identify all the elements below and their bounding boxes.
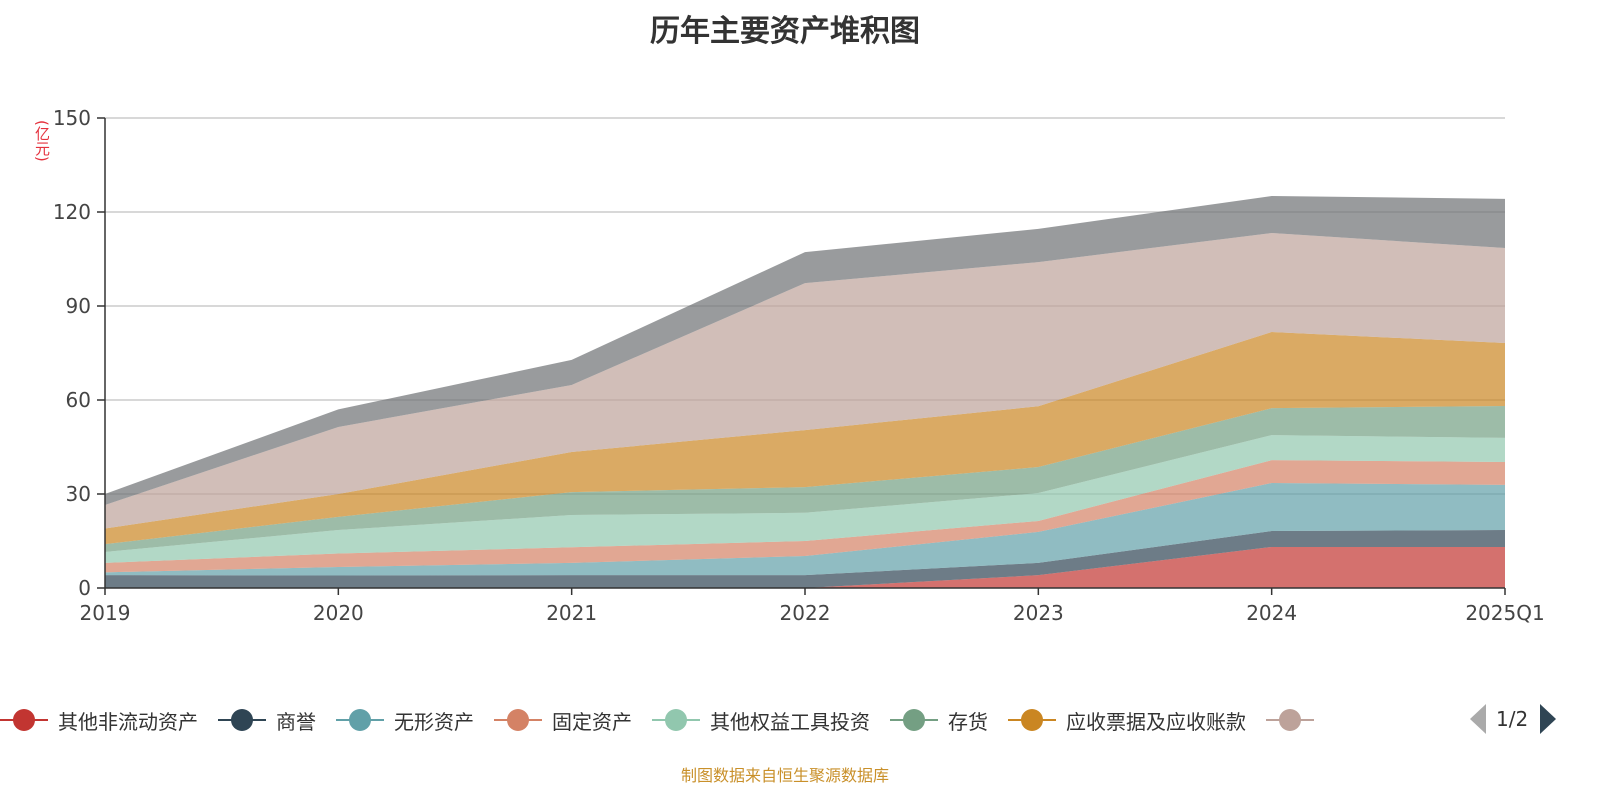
area-series-4 [105,460,1505,573]
area-series-2 [105,530,1505,588]
legend: 其他非流动资产 商誉 无形资产 固定资产 其他权益工具投资 存货 应收票据及应收账款 [0,705,1344,735]
x-tick-label: 2019 [80,601,131,625]
y-tick-label: 0 [78,576,91,600]
legend-label: 应收票据及应收账款 [1066,709,1246,734]
legend-marker-icon [652,708,700,732]
legend-marker-icon [1008,708,1056,732]
y-tick-label: 120 [53,200,91,224]
legend-marker-icon [890,708,938,732]
legend-pager: 1/2 [1470,704,1557,734]
legend-item[interactable]: 固定资产 [494,706,632,735]
area-series-6 [105,405,1505,552]
legend-label: 无形资产 [394,709,474,734]
legend-marker-icon [1266,708,1314,732]
area-series-5 [105,435,1505,563]
legend-page-indicator: 1/2 [1496,707,1529,731]
area-series-7 [105,332,1505,545]
legend-label: 其他非流动资产 [58,709,198,734]
x-tick-label: 2022 [780,601,831,625]
legend-item[interactable]: 应收票据及应收账款 [1008,706,1246,735]
legend-prev-page-icon[interactable] [1470,704,1486,734]
x-tick-label: 2021 [546,601,597,625]
x-tick-label: 2023 [1013,601,1064,625]
x-tick-label: 2020 [313,601,364,625]
data-source-note: 制图数据来自恒生聚源数据库 [680,766,889,785]
legend-item[interactable]: 其他非流动资产 [0,706,198,735]
legend-label: 存货 [948,709,988,734]
legend-marker-icon [218,708,266,732]
y-axis-unit-label: (亿元) [33,120,51,162]
legend-marker-icon [336,708,384,732]
area-series-9 [105,196,1505,505]
legend-next-page-icon[interactable] [1540,704,1557,734]
legend-marker-icon [494,708,542,732]
y-tick-label: 60 [66,388,91,412]
stacked-area-chart: 0 30 60 90 120 150 2019 2020 2021 2022 2023 2024 202… [53,106,1545,625]
legend-marker-icon [0,708,48,732]
legend-item[interactable] [1266,708,1324,732]
legend-item[interactable]: 无形资产 [336,706,474,735]
x-tick-label: 2024 [1246,601,1297,625]
area-series-3 [105,483,1505,576]
legend-label: 固定资产 [552,709,632,734]
area-series-8 [105,232,1505,529]
y-tick-label: 90 [66,294,91,318]
y-tick-label: 30 [66,482,91,506]
legend-item[interactable]: 商誉 [218,706,316,735]
x-tick-label: 2025Q1 [1465,601,1544,625]
legend-label: 商誉 [276,709,316,734]
legend-item[interactable]: 其他权益工具投资 [652,706,870,735]
legend-item[interactable]: 存货 [890,706,988,735]
area-series-1 [105,546,1505,588]
y-tick-label: 150 [53,106,91,130]
legend-label: 其他权益工具投资 [710,709,870,734]
chart-title: 历年主要资产堆积图 [650,14,920,49]
